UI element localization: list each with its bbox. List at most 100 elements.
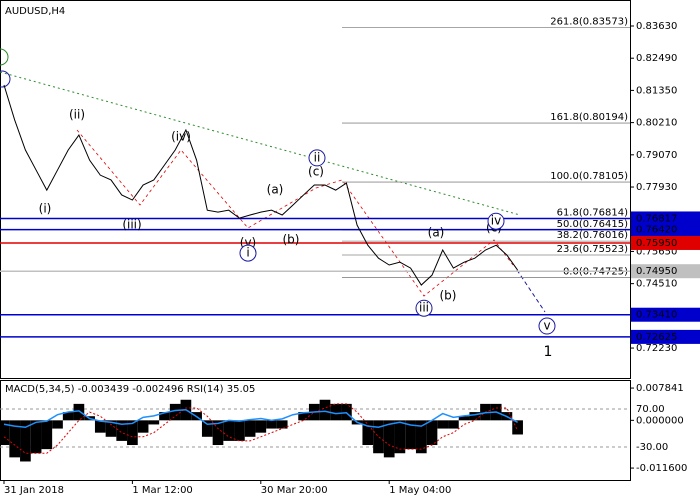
level-label: 0.73410 <box>636 310 677 321</box>
y-tick-label: 0.79070 <box>636 150 677 161</box>
macd-bar <box>512 420 523 435</box>
macd-bar <box>116 420 128 441</box>
level-label: 0.75950 <box>636 238 677 249</box>
level-box <box>631 329 700 344</box>
macd-bar <box>201 420 213 437</box>
macd-bar <box>383 420 395 458</box>
level-label: 0.76420 <box>636 225 677 236</box>
x-tick-label: 30 Mar 20:00 <box>261 485 328 496</box>
macd-bar <box>255 420 267 433</box>
fib-label: 100.0(0.78105) <box>550 171 628 182</box>
projection-line <box>516 269 546 313</box>
level-box <box>631 222 700 237</box>
macd-bar <box>362 420 374 446</box>
x-tick-label: 1 Mar 12:00 <box>132 485 192 496</box>
macd-bar <box>0 420 10 446</box>
macd-bar <box>52 420 63 429</box>
wave-circle <box>538 317 556 335</box>
wave-label: iii <box>419 301 429 315</box>
fib-label: 38.2(0.76016) <box>557 230 629 241</box>
macd-bar <box>148 420 160 425</box>
level-box <box>631 211 700 226</box>
macd-bar <box>127 420 138 446</box>
y-tick-label: -0.011600 <box>636 463 687 474</box>
level-box <box>631 307 700 322</box>
y-tick-label: 0.007841 <box>636 383 684 394</box>
macd-bar <box>415 420 427 454</box>
indicator-title: MACD(5,34,5) -0.003439 -0.002496 RSI(14)… <box>5 384 255 395</box>
macd-bar <box>298 412 309 421</box>
wave-label: (ii) <box>69 107 85 121</box>
macd-bar <box>137 420 149 433</box>
macd-bar <box>20 420 31 462</box>
fib-label: 0.0(0.74725) <box>563 267 628 278</box>
wave-label: (iii) <box>122 218 141 232</box>
level-label: 0.72625 <box>636 332 677 343</box>
wave-circle <box>0 70 11 88</box>
price-line <box>3 84 519 286</box>
macd-bar <box>94 420 106 433</box>
wave-label: iv <box>491 214 501 228</box>
wave-label: (c) <box>308 165 324 179</box>
macd-bar <box>469 412 481 421</box>
wave-circle <box>0 48 9 66</box>
fib-label: 23.6(0.75523) <box>557 244 629 255</box>
y-tick-label: 0.80210 <box>636 118 677 129</box>
macd-bar <box>41 420 53 450</box>
level-label: 0.76817 <box>636 213 677 224</box>
macd-bar <box>223 420 235 441</box>
trend-line <box>0 71 521 216</box>
level-box <box>631 235 700 250</box>
macd-bar <box>437 420 449 429</box>
macd-bar <box>244 420 256 437</box>
macd-bar <box>105 420 117 437</box>
y-tick-label: 0.82490 <box>636 53 677 64</box>
level-label: 0.74950 <box>636 266 677 277</box>
y-tick-label: 0.81350 <box>636 85 677 96</box>
fib-label: 61.8(0.76814) <box>557 208 629 219</box>
level-box <box>631 264 700 279</box>
x-tick-label: 1 May 04:00 <box>389 485 451 496</box>
macd-bar <box>159 412 170 421</box>
y-tick-label: 0.000000 <box>636 415 684 426</box>
wave-label: (i) <box>39 202 52 216</box>
wave-label: (b) <box>283 233 300 247</box>
wave-lines <box>76 129 514 297</box>
main-frame <box>0 0 631 379</box>
wave-circle <box>239 244 257 262</box>
macd-bar <box>394 420 406 454</box>
wave-circle <box>487 212 505 230</box>
macd-bar <box>458 416 470 421</box>
macd-bar <box>73 403 85 421</box>
y-tick-label: 0.75650 <box>636 246 677 257</box>
macd-bar <box>276 420 288 429</box>
chart-title: AUDUSD,H4 <box>5 6 65 17</box>
macd-bar <box>234 420 245 441</box>
y-tick-label: 0.83630 <box>636 21 677 32</box>
y-tick-label: 0.72230 <box>636 343 677 354</box>
macd-bar <box>212 420 224 446</box>
wave-label: 1 <box>544 344 553 360</box>
y2-tick-label: 70.00 <box>636 404 665 415</box>
wave-circle <box>415 299 433 317</box>
fib-label: 50.0(0.76415) <box>557 219 629 230</box>
x-tick-label: 31 Jan 2018 <box>4 485 64 496</box>
macd-bar <box>319 399 331 421</box>
wave-label: ii <box>314 150 321 164</box>
macd-bar <box>62 412 74 421</box>
macd-bar <box>373 420 384 454</box>
fib-label: 261.8(0.83573) <box>550 17 628 28</box>
wave-label: (iv) <box>171 130 191 144</box>
macd-bar <box>266 420 277 429</box>
rsi-line <box>3 408 518 429</box>
macd-bar <box>9 420 21 458</box>
wave-label: i <box>246 246 249 260</box>
y-tick-label: 0.74510 <box>636 279 677 290</box>
wave-label: (b) <box>440 289 457 303</box>
wave-label: (a) <box>267 183 284 197</box>
y-tick-label: 0.77930 <box>636 182 677 193</box>
y2-tick-label: -30.00 <box>636 442 668 453</box>
signal-line <box>3 403 519 454</box>
